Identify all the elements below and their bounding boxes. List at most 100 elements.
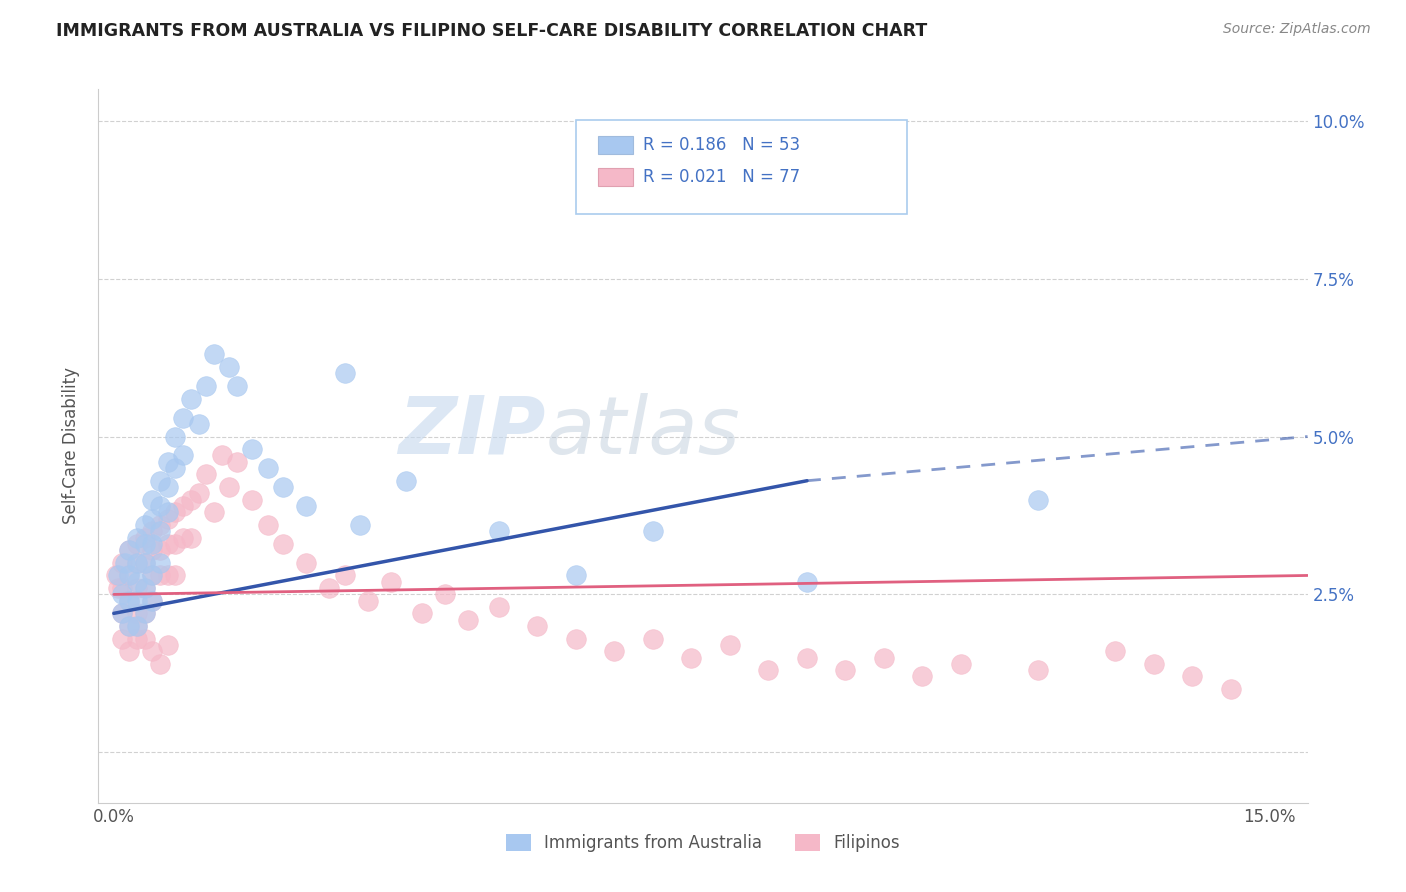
Point: [141, 644, 163, 658]
Point: [257, 517, 280, 532]
Point: [134, 581, 156, 595]
Point: [226, 379, 249, 393]
Point: [1104, 644, 1126, 658]
Point: [1142, 657, 1164, 671]
Point: [411, 607, 433, 621]
Point: [125, 607, 148, 621]
Point: [681, 650, 703, 665]
Point: [641, 524, 664, 539]
Point: [149, 543, 172, 558]
Point: [134, 607, 156, 621]
Point: [118, 568, 141, 582]
Point: [141, 524, 163, 539]
Point: [156, 511, 179, 525]
Point: [271, 537, 294, 551]
Point: [211, 449, 233, 463]
Y-axis label: Self-Care Disability: Self-Care Disability: [62, 368, 80, 524]
Point: [172, 449, 194, 463]
Point: [226, 455, 249, 469]
Point: [488, 524, 510, 539]
Point: [149, 524, 172, 539]
Point: [149, 517, 172, 532]
Point: [333, 568, 356, 582]
Point: [141, 492, 163, 507]
Point: [125, 581, 148, 595]
Point: [110, 632, 132, 646]
Point: [141, 537, 163, 551]
Point: [180, 392, 202, 406]
Point: [118, 619, 141, 633]
Point: [125, 619, 148, 633]
Point: [165, 568, 187, 582]
Point: [180, 492, 202, 507]
Point: [156, 537, 179, 551]
Point: [141, 568, 163, 582]
Point: [118, 593, 141, 607]
Legend: Immigrants from Australia, Filipinos: Immigrants from Australia, Filipinos: [499, 827, 907, 859]
Point: [202, 505, 225, 519]
Point: [873, 650, 896, 665]
Point: [134, 556, 156, 570]
Point: [141, 568, 163, 582]
Point: [125, 556, 148, 570]
Text: Source: ZipAtlas.com: Source: ZipAtlas.com: [1223, 22, 1371, 37]
Point: [218, 360, 240, 375]
Point: [134, 607, 156, 621]
Point: [149, 657, 172, 671]
Point: [834, 663, 856, 677]
Point: [134, 531, 156, 545]
Point: [107, 581, 129, 595]
Point: [118, 644, 141, 658]
Point: [257, 461, 280, 475]
Point: [172, 531, 194, 545]
Point: [488, 600, 510, 615]
Point: [165, 429, 187, 443]
Point: [603, 644, 626, 658]
Point: [758, 663, 780, 677]
Point: [187, 417, 209, 431]
Point: [295, 499, 318, 513]
Point: [349, 517, 371, 532]
Point: [796, 650, 818, 665]
Point: [114, 556, 136, 570]
Point: [125, 632, 148, 646]
Point: [165, 505, 187, 519]
Point: [172, 410, 194, 425]
Point: [565, 568, 588, 582]
Point: [110, 556, 132, 570]
Point: [125, 537, 148, 551]
Point: [195, 467, 218, 482]
Point: [134, 537, 156, 551]
Point: [187, 486, 209, 500]
Point: [156, 480, 179, 494]
Point: [202, 347, 225, 361]
Point: [134, 632, 156, 646]
Point: [141, 511, 163, 525]
Point: [1181, 669, 1204, 683]
Point: [125, 531, 148, 545]
Point: [1026, 492, 1049, 507]
Point: [134, 556, 156, 570]
Point: [118, 568, 141, 582]
Point: [149, 568, 172, 582]
Point: [195, 379, 218, 393]
Point: [395, 474, 418, 488]
Point: [333, 367, 356, 381]
Point: [149, 474, 172, 488]
Point: [565, 632, 588, 646]
Point: [433, 587, 456, 601]
Point: [911, 669, 934, 683]
Point: [118, 619, 141, 633]
Point: [141, 593, 163, 607]
Point: [165, 461, 187, 475]
Point: [118, 593, 141, 607]
Text: R = 0.186   N = 53: R = 0.186 N = 53: [643, 136, 800, 153]
Point: [271, 480, 294, 494]
Point: [180, 531, 202, 545]
Point: [110, 607, 132, 621]
Point: [107, 568, 129, 582]
Point: [156, 505, 179, 519]
Point: [156, 638, 179, 652]
Point: [134, 581, 156, 595]
Point: [149, 499, 172, 513]
